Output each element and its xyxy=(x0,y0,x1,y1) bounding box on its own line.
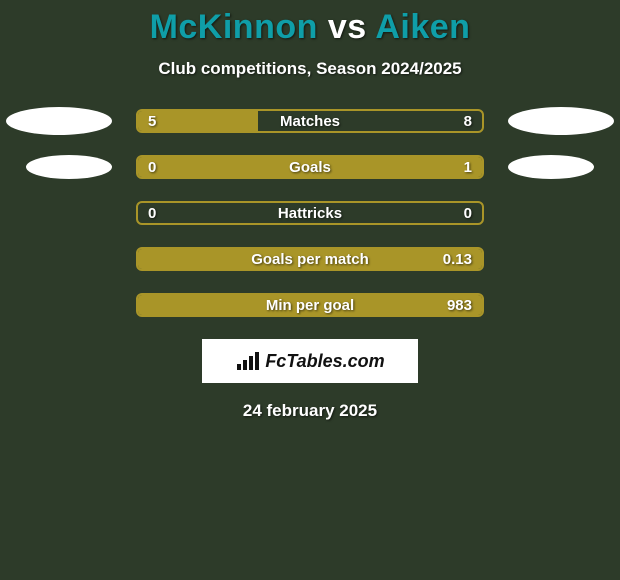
subtitle: Club competitions, Season 2024/2025 xyxy=(0,59,620,79)
stat-label: Goals xyxy=(138,157,482,177)
stat-right-value: 1 xyxy=(464,157,472,177)
stat-row-gpm: Goals per match 0.13 xyxy=(0,247,620,271)
stat-row-hattricks: 0 Hattricks 0 xyxy=(0,201,620,225)
comparison-infographic: McKinnon vs Aiken Club competitions, Sea… xyxy=(0,0,620,421)
bar-chart-icon xyxy=(235,350,261,372)
stat-right-value: 0.13 xyxy=(443,249,472,269)
stat-row-mpg: Min per goal 983 xyxy=(0,293,620,317)
stat-label: Goals per match xyxy=(138,249,482,269)
stat-row-matches: 5 Matches 8 xyxy=(0,109,620,133)
stat-bar-goals: 0 Goals 1 xyxy=(136,155,484,179)
vs-text: vs xyxy=(328,8,367,46)
title: McKinnon vs Aiken xyxy=(0,8,620,47)
stat-right-value: 0 xyxy=(464,203,472,223)
player2-name: Aiken xyxy=(375,8,470,46)
brand-box: FcTables.com xyxy=(202,339,418,383)
player2-oval-icon xyxy=(508,155,594,179)
stat-bar-hattricks: 0 Hattricks 0 xyxy=(136,201,484,225)
stat-label: Min per goal xyxy=(138,295,482,315)
stat-bar-mpg: Min per goal 983 xyxy=(136,293,484,317)
date-text: 24 february 2025 xyxy=(0,401,620,421)
player1-name: McKinnon xyxy=(150,8,318,46)
brand-text: FcTables.com xyxy=(265,351,384,372)
stat-right-value: 8 xyxy=(464,111,472,131)
stat-row-goals: 0 Goals 1 xyxy=(0,155,620,179)
stat-bar-matches: 5 Matches 8 xyxy=(136,109,484,133)
stat-right-value: 983 xyxy=(447,295,472,315)
stat-label: Matches xyxy=(138,111,482,131)
stat-bar-gpm: Goals per match 0.13 xyxy=(136,247,484,271)
player2-oval-icon xyxy=(508,107,614,135)
stat-rows: 5 Matches 8 0 Goals 1 0 Hattricks 0 xyxy=(0,109,620,317)
player1-oval-icon xyxy=(26,155,112,179)
stat-label: Hattricks xyxy=(138,203,482,223)
player1-oval-icon xyxy=(6,107,112,135)
